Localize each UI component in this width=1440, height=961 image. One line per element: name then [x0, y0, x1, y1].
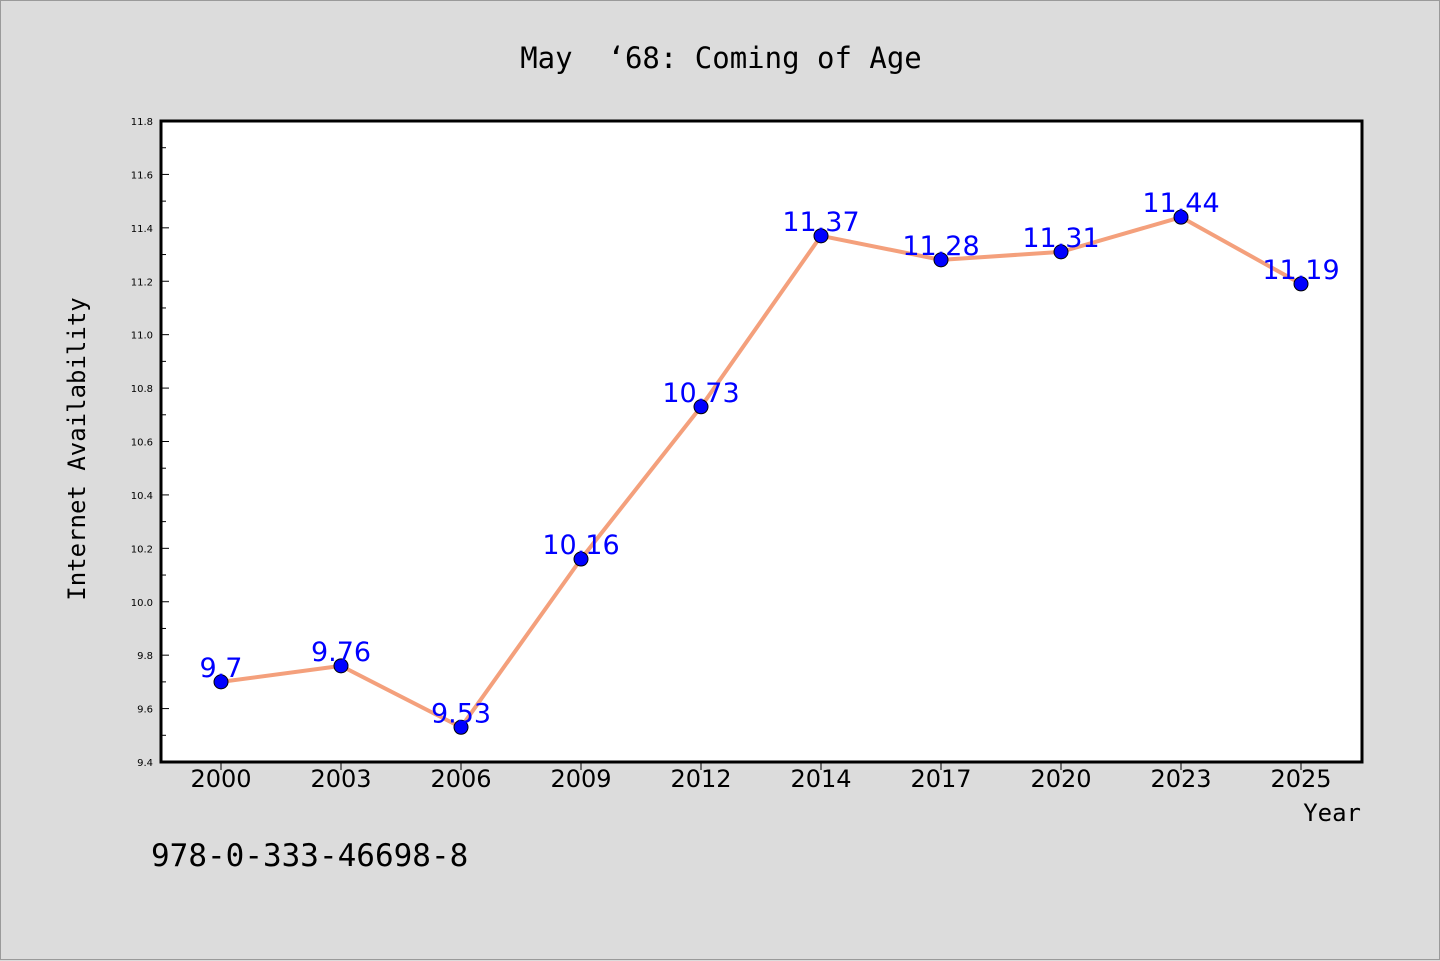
- data-label: 10.16: [542, 530, 619, 561]
- y-tick-label: 10.4: [131, 491, 153, 502]
- isbn-text: 978-0-333-46698-8: [151, 838, 468, 874]
- y-tick-label: 10.6: [131, 438, 153, 449]
- data-point: [693, 399, 709, 415]
- y-tick-label: 9.6: [137, 705, 153, 716]
- x-axis: 2000 2003 2006 2009 2012 2014 2017 2020 2023 2025: [190, 762, 1332, 793]
- data-label: 11.28: [902, 231, 979, 262]
- data-label: 11.44: [1142, 188, 1219, 219]
- data-labels: 9.7 9.76 9.53 10.16 10.73 11.37 11.28 11.31 11.4…: [200, 188, 1340, 729]
- y-tick-label: 11.4: [131, 224, 153, 235]
- y-tick-label: 11.8: [131, 117, 153, 128]
- data-point: [213, 674, 229, 690]
- data-point: [1173, 209, 1189, 225]
- y-tick-label: 10.2: [131, 544, 153, 555]
- chart-title: May ‘68: Coming of Age: [520, 41, 922, 75]
- x-tick-label: 2023: [1150, 765, 1211, 793]
- data-point: [333, 658, 349, 674]
- data-point: [1293, 276, 1309, 292]
- x-tick-label: 2012: [670, 765, 731, 793]
- series-line: [219, 215, 1303, 730]
- data-label: 11.37: [782, 207, 859, 238]
- y-tick-label: 9.4: [137, 758, 153, 769]
- x-tick-label: 2006: [430, 765, 491, 793]
- data-point: [1053, 244, 1069, 260]
- x-axis-label: Year: [1303, 799, 1361, 827]
- x-tick-label: 2009: [550, 765, 611, 793]
- y-axis-label: Internet Availability: [63, 297, 91, 600]
- y-tick-label: 11.0: [131, 331, 153, 342]
- plot-area: [159, 119, 1364, 764]
- data-point: [573, 551, 589, 567]
- data-label: 9.7: [200, 653, 243, 684]
- data-point: [813, 228, 829, 244]
- y-axis: 9.4 9.6 9.8 10.0 10.2 10.4 10.6 10.8 11.0 11.2 11.…: [131, 117, 169, 769]
- data-label: 11.19: [1262, 255, 1339, 286]
- x-tick-label: 2020: [1030, 765, 1091, 793]
- data-label: 9.76: [311, 637, 371, 668]
- x-tick-label: 2025: [1270, 765, 1331, 793]
- data-label: 10.73: [662, 378, 739, 409]
- data-point: [933, 252, 949, 268]
- x-tick-label: 2003: [310, 765, 371, 793]
- y-tick-label: 10.8: [131, 384, 153, 395]
- y-tick-label: 10.0: [131, 598, 153, 609]
- x-tick-label: 2000: [190, 765, 251, 793]
- y-tick-label: 9.8: [137, 651, 153, 662]
- y-tick-label: 11.2: [131, 277, 153, 288]
- series-group: [213, 209, 1309, 735]
- y-tick-label: 11.6: [131, 170, 153, 181]
- data-point: [453, 719, 469, 735]
- x-tick-label: 2017: [910, 765, 971, 793]
- x-tick-label: 2014: [790, 765, 851, 793]
- data-label: 11.31: [1022, 223, 1099, 254]
- data-label: 9.53: [431, 698, 491, 729]
